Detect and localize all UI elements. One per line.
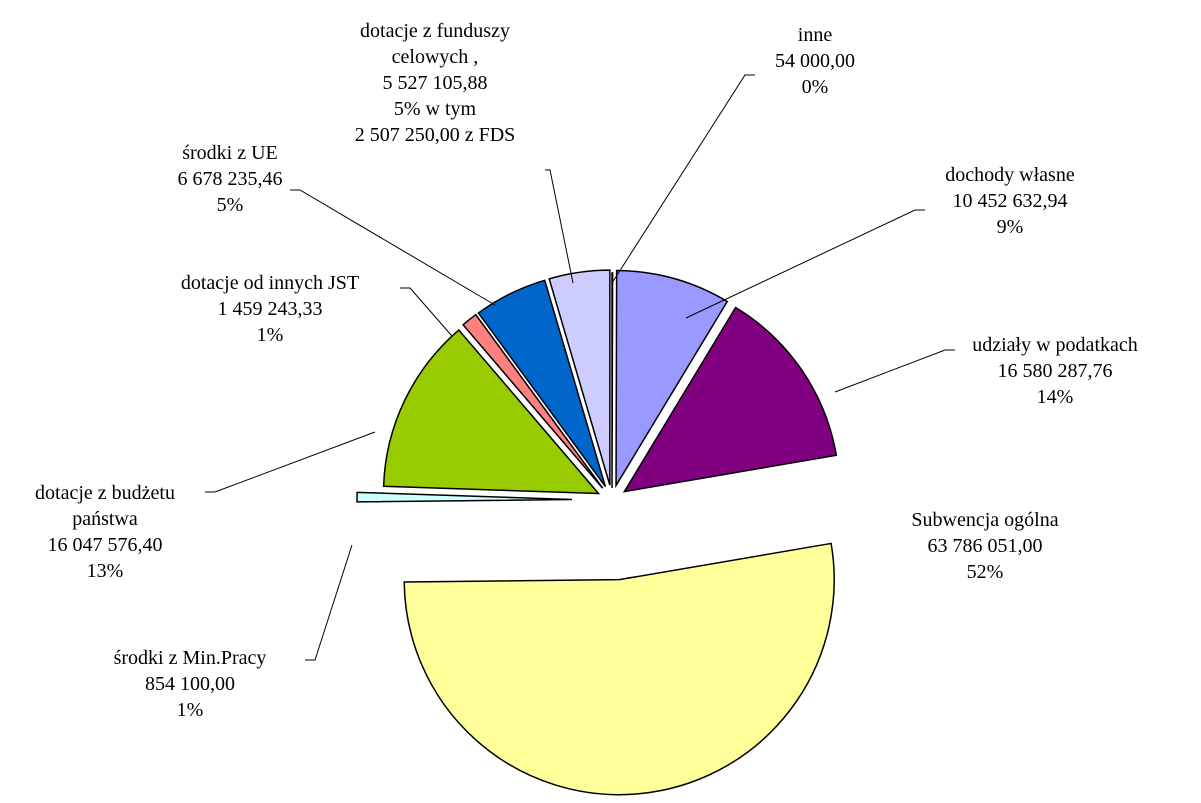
value-label: 16 580 287,76 bbox=[997, 360, 1113, 382]
category-label: inne bbox=[797, 24, 833, 46]
leader-line bbox=[290, 189, 496, 306]
category-label: Subwencja ogólna bbox=[911, 509, 1059, 531]
leader-line bbox=[685, 209, 925, 319]
pie-slice bbox=[461, 313, 604, 489]
slice-label: dotacje z budżetu państwa 16 047 576,40 13… bbox=[5, 480, 205, 584]
leader-line bbox=[205, 431, 376, 493]
category-label: środki z Min.Pracy bbox=[113, 647, 267, 669]
pie-slice bbox=[615, 269, 729, 489]
percent-label: 5% bbox=[393, 98, 421, 120]
slice-label: Subwencja ogólna 63 786 051,00 52% bbox=[875, 507, 1095, 585]
pie-slice bbox=[403, 542, 835, 796]
value-label: 5 527 105,88 bbox=[382, 72, 488, 94]
slice-label: środki z Min.Pracy 854 100,00 1% bbox=[80, 645, 300, 723]
value-label: 63 786 051,00 bbox=[927, 535, 1043, 557]
percent-label: 9% bbox=[996, 216, 1024, 238]
category-label: dotacje z funduszy celowych , bbox=[360, 20, 510, 68]
slice-label: inne 54 000,00 0% bbox=[755, 22, 875, 100]
leader-line bbox=[305, 544, 353, 661]
pie-slice bbox=[548, 269, 611, 486]
percent-label: 1% bbox=[176, 699, 204, 721]
pie-slice bbox=[622, 306, 838, 493]
leader-line bbox=[545, 169, 574, 284]
annotation: 2 507 250,00 z FDS bbox=[354, 124, 516, 146]
value-label: 10 452 632,94 bbox=[952, 190, 1068, 212]
percent-label: 14% bbox=[1036, 386, 1074, 408]
value-label: 54 000,00 bbox=[775, 50, 855, 72]
slice-label: udziały w podatkach 16 580 287,76 14% bbox=[935, 332, 1175, 410]
percent-label: 1% bbox=[256, 324, 284, 346]
annotation: w tym bbox=[425, 98, 477, 120]
slice-label: środki z UE 6 678 235,46 5% bbox=[150, 140, 310, 218]
leader-line bbox=[611, 74, 755, 284]
value-label: 16 047 576,40 bbox=[47, 534, 163, 556]
slice-label: dotacje od innych JST 1 459 243,33 1% bbox=[140, 270, 400, 348]
pie-slice bbox=[382, 328, 601, 495]
category-label: środki z UE bbox=[182, 142, 278, 164]
percent-label: 5% bbox=[216, 194, 244, 216]
pie-slice bbox=[356, 491, 573, 503]
category-label: dotacje od innych JST bbox=[180, 272, 360, 294]
percent-label: 0% bbox=[801, 76, 829, 98]
slice-label: dotacje z funduszy celowych , 5 527 105,8… bbox=[320, 18, 550, 148]
leader-line bbox=[834, 349, 955, 393]
value-label: 854 100,00 bbox=[145, 673, 235, 695]
pie-slice bbox=[477, 279, 607, 487]
percent-label: 13% bbox=[86, 560, 124, 582]
percent-label: 52% bbox=[966, 561, 1004, 583]
category-label: dochody własne bbox=[945, 164, 1075, 186]
slice-label: dochody własne 10 452 632,94 9% bbox=[910, 162, 1110, 240]
value-label: 1 459 243,33 bbox=[217, 298, 323, 320]
pie-slice bbox=[611, 272, 614, 489]
category-label: udziały w podatkach bbox=[972, 334, 1138, 356]
leader-line bbox=[400, 287, 453, 337]
category-label: dotacje z budżetu państwa bbox=[35, 482, 175, 530]
value-label: 6 678 235,46 bbox=[177, 168, 283, 190]
